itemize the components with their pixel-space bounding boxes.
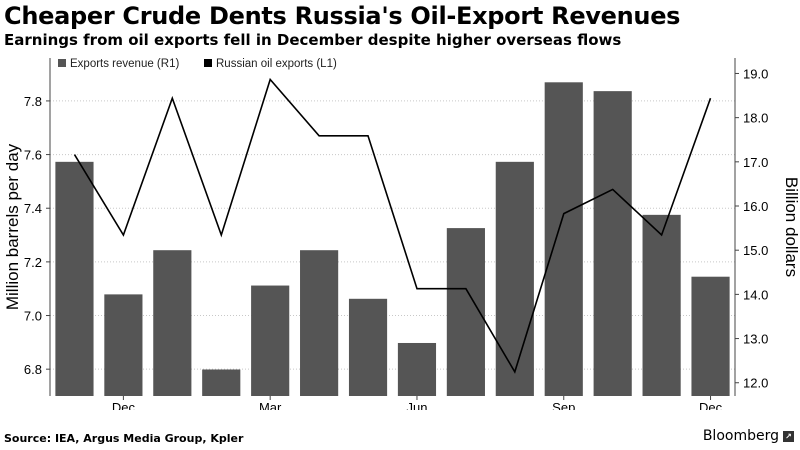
- arrow-icon: ↗: [783, 430, 794, 442]
- chart-subtitle: Earnings from oil exports fell in Decemb…: [4, 31, 622, 49]
- right-axis-tick-label: 17.0: [743, 155, 768, 170]
- revenue-bar: [691, 276, 730, 396]
- right-axis-tick-label: 18.0: [743, 111, 768, 126]
- revenue-bar: [495, 161, 534, 396]
- left-axis-tick-label: 7.8: [24, 94, 42, 109]
- right-axis-tick-label: 12.0: [743, 376, 768, 391]
- left-axis-tick-label: 7.6: [24, 148, 42, 163]
- legend-label-exports: Russian oil exports (L1): [216, 58, 337, 70]
- x-axis-tick-label: Dec: [112, 400, 136, 410]
- revenue-bar: [104, 294, 143, 396]
- brand-name: Bloomberg: [702, 428, 779, 444]
- revenue-bar: [544, 82, 583, 396]
- x-axis-tick-label: Dec: [699, 400, 723, 410]
- right-axis-tick-label: 15.0: [743, 243, 768, 258]
- left-axis-tick-label: 7.2: [24, 255, 42, 270]
- left-axis-tick-label: 6.8: [24, 362, 42, 377]
- x-axis-tick-label: Mar: [259, 400, 282, 410]
- right-axis-tick-label: 19.0: [743, 66, 768, 81]
- right-axis-tick-label: 16.0: [743, 199, 768, 214]
- left-axis-tick-label: 7.4: [24, 201, 42, 216]
- right-axis-title: Billion dollars: [782, 177, 800, 277]
- revenue-bar: [348, 298, 388, 396]
- bloomberg-logo: Bloomberg ↗: [703, 428, 794, 444]
- legend-swatch-revenue: [58, 59, 66, 67]
- left-axis-title: Million barrels per day: [3, 143, 22, 310]
- source-note: Source: IEA, Argus Media Group, Kpler: [4, 432, 244, 445]
- revenue-bar: [642, 214, 681, 396]
- revenue-bar: [593, 91, 632, 396]
- revenue-bar: [397, 342, 437, 396]
- left-axis-tick-label: 7.0: [24, 309, 42, 324]
- right-axis-tick-label: 14.0: [743, 287, 768, 302]
- revenue-bar: [300, 250, 339, 396]
- right-axis-tick-label: 13.0: [743, 332, 768, 347]
- revenue-bar: [251, 285, 290, 396]
- legend-label-revenue: Exports revenue (R1): [70, 58, 179, 70]
- revenue-bar: [153, 250, 192, 396]
- chart-title: Cheaper Crude Dents Russia's Oil-Export …: [4, 2, 681, 30]
- x-axis-tick-label: Jun: [406, 400, 427, 410]
- revenue-bar: [202, 369, 241, 396]
- revenue-bar: [446, 228, 485, 396]
- oil-exports-line: [73, 77, 712, 374]
- legend-swatch-exports: [204, 59, 212, 67]
- combo-chart: 6.8 7.0 7.2 7.4 7.6 7.8 12.0 13.0 14.0 15.0 16.0 17…: [3, 58, 800, 410]
- x-axis-tick-label: Sep: [552, 400, 575, 410]
- revenue-bar: [55, 161, 94, 396]
